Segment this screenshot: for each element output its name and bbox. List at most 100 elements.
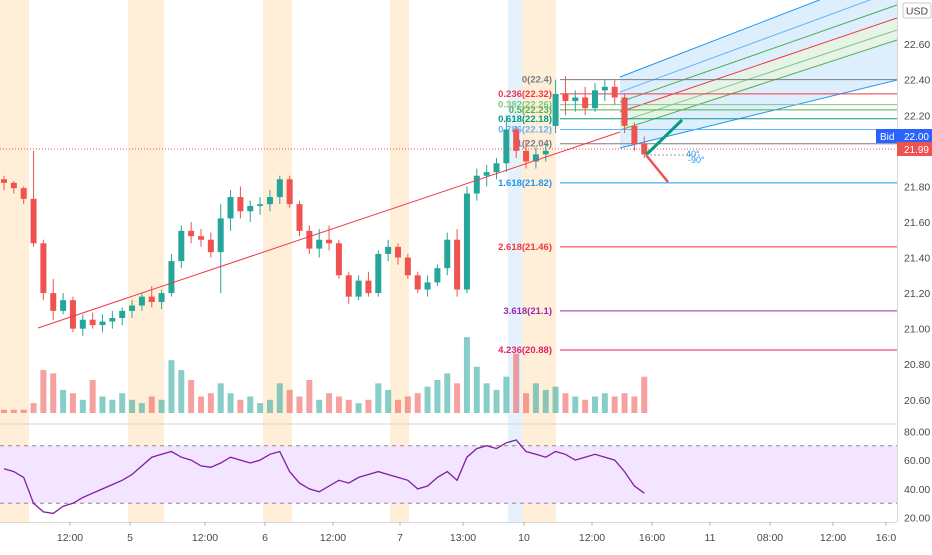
currency-badge[interactable]: [902, 2, 932, 19]
volume-bar: [60, 389, 67, 413]
candle-body: [355, 280, 362, 297]
candle-body: [168, 261, 175, 294]
volume-bar: [168, 360, 175, 413]
candle-body: [385, 246, 392, 254]
session-band-6: [522, 0, 556, 522]
candle-body: [296, 204, 303, 231]
session-band-1: [0, 0, 29, 522]
candle-body: [40, 243, 47, 294]
volume-bar: [473, 366, 480, 413]
volume-bar: [572, 396, 579, 413]
volume-bar: [138, 403, 145, 413]
candle-body: [375, 253, 382, 294]
rsi-axis[interactable]: 80.00 60.00 40.00 20.00: [904, 426, 930, 524]
candle-body: [266, 197, 273, 205]
candle-body: [345, 275, 352, 297]
volume-bar: [129, 399, 136, 413]
time-tick-label: 10: [518, 532, 530, 544]
channel-line: [619, 0, 821, 78]
volume-bar: [463, 337, 470, 413]
time-tick-label: 12:00: [820, 532, 846, 544]
price-tick-label: 21.40: [904, 253, 930, 265]
time-tick-label: 13:00: [450, 532, 476, 544]
rsi-tick-label: 80.00: [904, 426, 930, 438]
candles: [1, 76, 648, 336]
volume-bar: [562, 393, 569, 413]
fib-level-label: 1(22.04): [517, 139, 552, 150]
time-tick-label: 11: [705, 532, 716, 544]
candle-body: [483, 172, 490, 176]
rsi-band: [0, 445, 897, 504]
volume-bar: [335, 396, 342, 413]
candle-body: [257, 204, 264, 206]
candle-body: [326, 239, 333, 244]
candle-body: [109, 317, 116, 322]
volume-bar: [89, 380, 96, 413]
fib-level-label: 3.618(21.1): [503, 306, 552, 317]
fib-channel[interactable]: [619, 0, 898, 149]
currency-label: USD: [906, 6, 929, 18]
fib-level-label: 2.618(21.46): [498, 242, 552, 253]
volume-bars: [1, 337, 648, 413]
candle-body: [542, 150, 549, 155]
time-tick-label: 16:00: [639, 532, 665, 544]
volume-bar: [513, 353, 520, 413]
time-tick-label: 5: [127, 532, 133, 544]
price-axis[interactable]: 22.8022.6022.4022.2022.0021.8021.6021.40…: [904, 4, 930, 407]
candle-body: [463, 193, 470, 290]
volume-bar: [523, 393, 530, 413]
candle-body: [178, 230, 185, 262]
volume-bar: [532, 383, 539, 413]
fib-level-label: 0.236(22.32): [498, 89, 552, 100]
rsi-series-line: [3, 439, 645, 515]
bid-value: 22.00: [904, 132, 929, 143]
candle-body: [404, 257, 411, 276]
time-axis[interactable]: 12:00 5 12:00 6 12:00 7 13:00 10 12:00 16:00 11 08:…: [57, 522, 897, 544]
volume-bar: [217, 383, 224, 413]
time-tick-label: 08:00: [757, 532, 783, 544]
volume-bar: [119, 393, 126, 413]
volume-bar: [286, 389, 293, 413]
candle-body: [247, 205, 254, 212]
price-tick-label: 21.80: [904, 181, 930, 193]
candle-body: [60, 300, 67, 311]
candle-body: [198, 236, 204, 240]
candle-body: [424, 282, 431, 290]
volume-bar: [365, 399, 372, 413]
volume-bar: [414, 393, 421, 413]
volume-bar: [395, 399, 401, 413]
volume-bar: [237, 399, 244, 413]
candle-body: [513, 129, 520, 151]
price-tick-label: 20.80: [904, 359, 930, 371]
volume-bar: [188, 380, 195, 413]
rsi-pane[interactable]: [0, 423, 897, 515]
candle-body: [129, 305, 136, 311]
projection-arrow-down: [645, 154, 669, 183]
time-tick-label: 12:00: [320, 532, 346, 544]
channel-line: [619, 29, 898, 123]
drawings[interactable]: 40°-90°: [0, 118, 897, 329]
candle-body: [79, 319, 86, 329]
angle-label-2: -90°: [688, 155, 705, 165]
candle-body: [503, 129, 510, 164]
time-tick-label: 6: [262, 532, 268, 544]
fib-level-label: 0.5(22.23): [509, 105, 552, 116]
candle-body: [582, 97, 589, 109]
volume-bar: [592, 396, 598, 413]
candle-body: [1, 179, 7, 183]
time-tick-label: 7: [397, 532, 403, 544]
volume-bar: [40, 370, 47, 413]
price-tick-label: 21.20: [904, 288, 930, 300]
candle-body: [641, 143, 648, 155]
candle-body: [562, 93, 569, 102]
volume-bar: [611, 396, 618, 413]
rsi-tick-label: 40.00: [904, 484, 930, 496]
candle-body: [335, 243, 342, 276]
trend-line: [37, 131, 621, 329]
volume-bar: [276, 383, 283, 413]
candle-body: [20, 188, 27, 199]
time-tick-label: 16:0: [876, 532, 897, 544]
